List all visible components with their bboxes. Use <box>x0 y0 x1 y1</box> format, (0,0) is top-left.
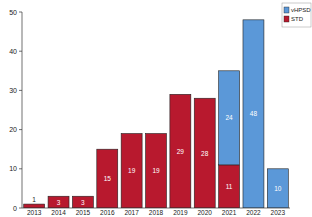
y-tick <box>19 12 22 13</box>
y-tick-label: 0 <box>13 205 17 212</box>
y-tick-label: 40 <box>9 48 17 55</box>
x-tick-label: 2022 <box>246 209 261 216</box>
data-label: 10 <box>274 185 282 192</box>
bar-segment <box>72 196 93 197</box>
x-tick-label: 2015 <box>76 209 91 216</box>
x-tick-label: 2016 <box>100 209 115 216</box>
data-label: 19 <box>152 167 160 174</box>
bar-segment <box>121 134 142 208</box>
bar-segment <box>72 196 93 208</box>
y-tick-label: 20 <box>9 126 17 133</box>
bar-segment <box>194 98 215 208</box>
bar-segment <box>97 149 118 150</box>
bar-segment <box>121 133 142 134</box>
data-label: 28 <box>201 150 209 157</box>
bars <box>24 20 289 208</box>
bar-segment <box>97 149 118 208</box>
bar-segment <box>243 20 264 208</box>
x-tick-label: 2017 <box>124 209 139 216</box>
y-tick <box>19 90 22 91</box>
y-tick <box>19 51 22 52</box>
bar-segment <box>219 165 240 208</box>
bar-segment <box>170 94 191 95</box>
chart-svg: 0 10 20 30 40 50 1 3 3 15 19 19 29 28 11 24 48 10 2013 2014… <box>0 0 312 217</box>
y-tick-label: 10 <box>9 165 17 172</box>
bar-segment <box>170 94 191 208</box>
x-tick-label: 2021 <box>222 209 237 216</box>
data-label: 29 <box>177 148 185 155</box>
data-label: 3 <box>81 199 85 206</box>
x-tick-label: 2023 <box>271 209 286 216</box>
legend-label: STD <box>291 16 304 22</box>
legend-swatch <box>284 7 289 13</box>
data-label: 11 <box>226 183 233 190</box>
y-tick <box>19 129 22 130</box>
y-tick <box>19 168 22 169</box>
chart: 0 10 20 30 40 50 1 3 3 15 19 19 29 28 11 24 48 10 2013 2014… <box>0 0 312 217</box>
y-tick-label: 30 <box>9 87 17 94</box>
x-tick-label: 2020 <box>197 209 212 216</box>
legend-swatch <box>284 16 289 22</box>
data-label: 15 <box>104 175 112 182</box>
x-tick-label: 2018 <box>149 209 164 216</box>
bar-segment <box>24 204 45 205</box>
y-tick-label: 50 <box>9 9 17 16</box>
data-label: 3 <box>57 199 61 206</box>
bar-segment <box>194 98 215 99</box>
y-tick <box>19 208 22 209</box>
x-tick-label: 2014 <box>51 209 66 216</box>
bar-segment <box>48 196 69 197</box>
data-label: 48 <box>250 110 258 117</box>
data-label: 1 <box>32 196 36 203</box>
bar-segment <box>267 169 288 208</box>
y-axis <box>22 12 23 208</box>
legend-box <box>282 3 311 27</box>
bar-segment <box>146 133 167 134</box>
data-label: 24 <box>225 114 233 121</box>
x-tick-label: 2019 <box>173 209 188 216</box>
legend: vHPSD STD <box>282 3 311 27</box>
data-label: 19 <box>128 167 136 174</box>
bar-segment <box>219 71 240 165</box>
x-tick-label: 2013 <box>27 209 42 216</box>
legend-label: vHPSD <box>291 7 311 13</box>
bar-segment <box>146 134 167 208</box>
bar-segment <box>24 204 45 208</box>
bar-segment <box>48 196 69 208</box>
